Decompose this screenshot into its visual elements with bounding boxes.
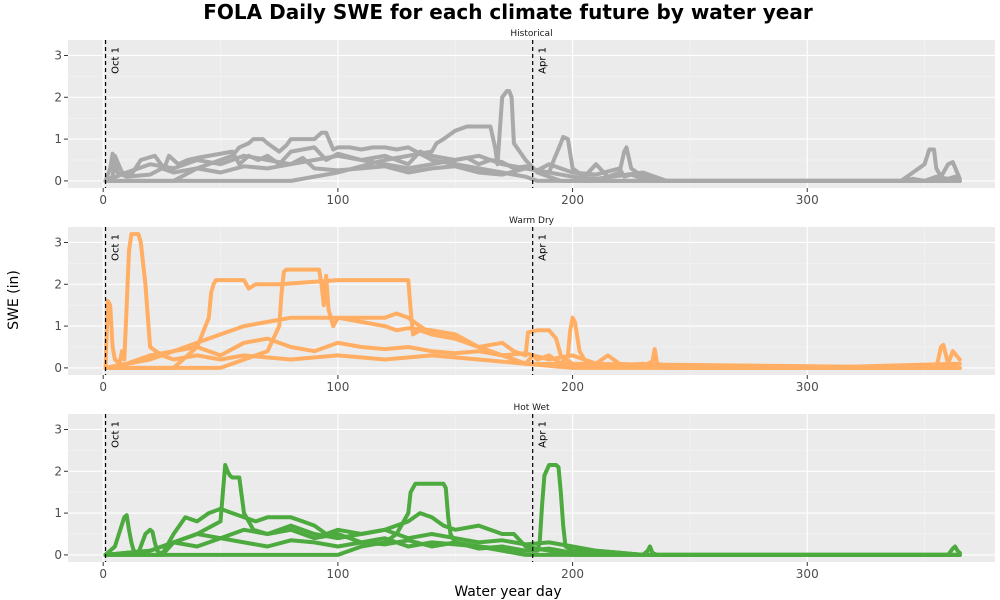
x-tick-label: 200: [561, 193, 584, 207]
reference-label: Oct 1: [111, 47, 122, 74]
reference-label: Oct 1: [111, 234, 122, 261]
y-tick-label: 1: [54, 506, 62, 520]
y-tick-label: 0: [54, 548, 62, 562]
x-axis-title: Water year day: [454, 584, 561, 600]
series-line: [103, 135, 962, 183]
series-line: [103, 130, 962, 183]
x-tick-label: 200: [561, 380, 584, 394]
x-tick-label: 0: [99, 567, 107, 581]
series-line: [103, 536, 962, 557]
facet-label: Historical: [510, 29, 552, 39]
series-line: [103, 336, 962, 370]
series-line: [103, 506, 962, 557]
series-group: [103, 89, 962, 183]
y-tick-label: 2: [54, 464, 62, 478]
x-tick-label: 100: [326, 567, 349, 581]
y-tick-label: 0: [54, 174, 62, 188]
series-group: [103, 232, 962, 370]
y-tick-label: 0: [54, 361, 62, 375]
y-tick-label: 1: [54, 132, 62, 146]
y-tick-label: 1: [54, 319, 62, 333]
series-group: [103, 463, 962, 557]
x-tick-label: 300: [796, 193, 819, 207]
reference-label: Apr 1: [538, 421, 549, 448]
facet-label: Warm Dry: [509, 216, 555, 226]
reference-label: Apr 1: [538, 47, 549, 74]
series-line: [103, 151, 962, 183]
x-tick-label: 100: [326, 380, 349, 394]
reference-label: Oct 1: [111, 421, 122, 448]
x-tick-label: 0: [99, 193, 107, 207]
panel-warm-dry: Warm Dry 0 1 2 3 0 100 200 300 Oct 1 Apr 1: [54, 216, 995, 394]
y-tick-label: 3: [54, 48, 62, 62]
panel-historical: Historical 0 1 2 3 0 100 200 300 Oct 1 Apr 1: [54, 29, 995, 207]
y-tick-label: 3: [54, 235, 62, 249]
facet-label: Hot Wet: [513, 403, 550, 413]
y-tick-label: 3: [54, 422, 62, 436]
panel-background: [68, 227, 995, 375]
y-axis-title: SWE (in): [6, 270, 22, 330]
x-tick-label: 300: [796, 567, 819, 581]
x-tick-label: 200: [561, 567, 584, 581]
panel-hot-wet: Hot Wet 0 1 2 3 0 100 200 300 Oct 1 Apr 1: [54, 403, 995, 581]
chart-title: FOLA Daily SWE for each climate future b…: [203, 0, 813, 24]
y-tick-label: 2: [54, 277, 62, 291]
x-tick-label: 0: [99, 380, 107, 394]
series-line: [103, 315, 962, 370]
x-tick-label: 100: [326, 193, 349, 207]
panel-background: [68, 414, 995, 562]
x-tick-label: 300: [796, 380, 819, 394]
reference-label: Apr 1: [538, 234, 549, 261]
y-tick-label: 2: [54, 90, 62, 104]
series-line: [103, 89, 962, 183]
